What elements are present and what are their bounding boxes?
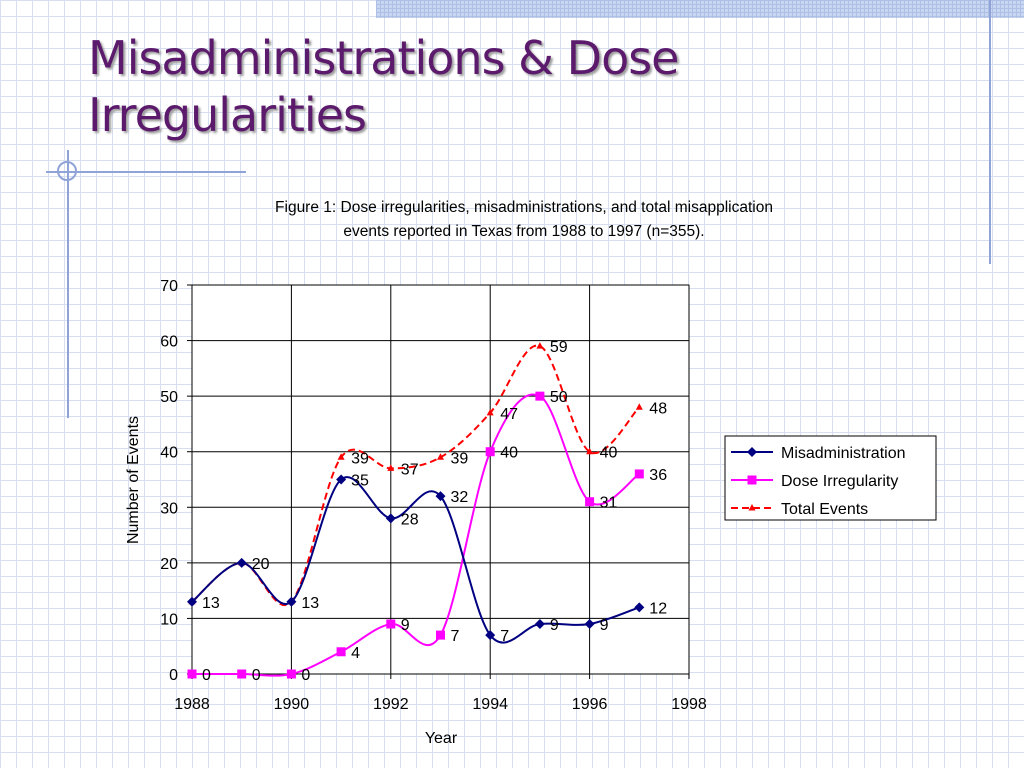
series-line-0 (191, 476, 640, 644)
series-1-point (386, 619, 396, 629)
x-tick-label: 1988 (174, 696, 210, 713)
data-label: 4 (351, 645, 360, 662)
header-decoration-band (376, 0, 1024, 18)
series-1-point (485, 447, 495, 457)
series-2-point (486, 408, 494, 416)
slide-title-line-2: Irregularities (88, 88, 367, 142)
data-label: 59 (550, 339, 568, 356)
y-tick-label: 30 (160, 500, 178, 517)
legend-box (724, 435, 937, 521)
legend-swatch-marker (748, 504, 756, 511)
decorative-horizontal-line (46, 171, 246, 173)
series-0-point (534, 618, 545, 629)
series-1-point (585, 497, 595, 507)
data-label: 20 (252, 556, 270, 573)
series-0-point (336, 474, 347, 485)
slide-title-line-1: Misadministrations & Dose (88, 31, 679, 85)
series-2-point (536, 342, 544, 349)
series-1-point (436, 630, 445, 640)
series-0-point (385, 513, 396, 524)
decorative-circle (57, 161, 77, 181)
series-2-point (337, 453, 345, 460)
chart-subtitle: events reported in Texas from 1988 to 19… (343, 223, 704, 240)
chart-legend: Misadministration Dose Irregularity Total … (724, 435, 937, 521)
legend-label: Dose Irregularity (781, 473, 898, 490)
data-label: 37 (401, 461, 419, 478)
data-label: 13 (202, 595, 220, 612)
data-label: 39 (451, 450, 469, 467)
legend-swatch-marker (747, 447, 757, 457)
series-0-point (286, 596, 297, 607)
y-tick-label: 0 (169, 667, 178, 684)
decorative-vertical-line-left (67, 150, 69, 418)
series-2-point (437, 453, 444, 460)
series-1-point (187, 669, 197, 679)
data-label: 47 (500, 406, 518, 423)
x-tick-label: 1994 (472, 696, 508, 713)
series-2-point (586, 447, 594, 455)
data-label: 0 (301, 667, 310, 684)
series-0-point (584, 618, 595, 629)
data-label: 7 (500, 628, 509, 645)
data-label: 31 (600, 495, 618, 512)
data-label: 35 (351, 473, 369, 490)
series-0-point (485, 630, 496, 641)
chart-title: Figure 1: Dose irregularities, misadmini… (275, 199, 773, 216)
x-tick-label: 1992 (373, 696, 409, 713)
series-0-point (187, 596, 197, 607)
data-label: 12 (649, 600, 667, 617)
series-2-point (387, 464, 395, 471)
series-line-2 (191, 344, 641, 606)
legend-swatch-marker (747, 475, 757, 485)
x-tick-label: 1990 (274, 696, 310, 713)
y-tick-label: 10 (160, 611, 178, 628)
x-axis-label: Year (425, 730, 458, 747)
series-2-point (635, 403, 643, 410)
data-label: 40 (600, 445, 618, 462)
series-1-point (286, 669, 296, 679)
data-label: 9 (401, 617, 410, 634)
y-tick-label: 20 (160, 556, 178, 573)
x-tick-label: 1998 (671, 696, 707, 713)
series-1-point (336, 647, 346, 657)
legend-label: Misadministration (781, 445, 905, 462)
data-labels: 13 20 13 35 28 32 7 9 9 12 0 0 0 4 9 7 40 50 31 36 39 37 39 47 5… (202, 339, 667, 684)
series-0-point (634, 602, 645, 613)
data-label: 48 (649, 400, 667, 417)
y-tick-label: 40 (160, 445, 178, 462)
slide-title: Misadministrations & Dose Irregularities (88, 30, 679, 144)
data-label: 9 (600, 617, 609, 634)
y-tick-label: 50 (160, 389, 178, 406)
legend-label: Total Events (781, 501, 868, 518)
data-label: 0 (252, 667, 261, 684)
y-tick-label: 70 (160, 278, 178, 295)
series-1-point (634, 469, 644, 479)
data-label: 36 (649, 467, 667, 484)
series-1-point (237, 669, 247, 679)
y-axis-ticks: 0 10 20 30 40 50 60 70 (160, 278, 192, 684)
data-label: 50 (550, 389, 568, 406)
x-tick-label: 1996 (572, 696, 608, 713)
decorative-vertical-line-right (989, 0, 991, 264)
data-label: 28 (401, 511, 419, 528)
data-label: 0 (202, 667, 211, 684)
series-markers (187, 342, 645, 679)
chart-grid (191, 284, 690, 675)
series-0-point (236, 557, 247, 568)
series-0-point (435, 491, 446, 502)
y-axis-label: Number of Events (125, 416, 142, 544)
plot-area (191, 284, 690, 675)
data-label: 7 (451, 628, 460, 645)
data-label: 9 (550, 617, 559, 634)
y-tick-label: 60 (160, 334, 178, 351)
data-label: 39 (351, 450, 369, 467)
x-axis-ticks: 1988 1990 1992 1994 1996 1998 (174, 674, 707, 713)
series-1-point (535, 391, 545, 401)
data-label: 32 (451, 489, 469, 506)
data-label: 13 (301, 595, 319, 612)
data-label: 40 (500, 445, 518, 462)
